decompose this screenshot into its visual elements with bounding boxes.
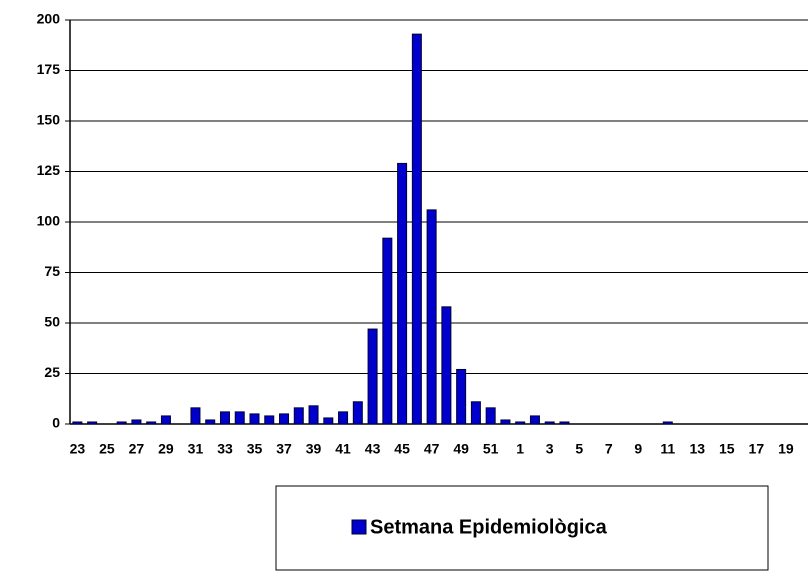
- bar: [544, 421, 555, 425]
- x-tick-label: 49: [453, 441, 469, 457]
- bar: [559, 421, 570, 425]
- legend: Setmana Epidemiològica: [275, 485, 769, 571]
- x-tick-label: 1: [516, 441, 524, 457]
- x-tick-label: 27: [129, 441, 145, 457]
- x-tick-label: 43: [365, 441, 381, 457]
- x-tick-label: 15: [719, 441, 735, 457]
- x-tick-label: 11: [660, 441, 675, 457]
- bar: [264, 415, 275, 425]
- bar: [367, 328, 378, 425]
- y-tick-label: 75: [44, 263, 60, 279]
- bar: [205, 419, 216, 425]
- bar: [279, 413, 290, 425]
- x-tick-label: 9: [634, 441, 642, 457]
- bar: [160, 415, 171, 425]
- bar: [72, 421, 83, 425]
- x-tick-label: 19: [778, 441, 794, 457]
- bar: [116, 421, 127, 425]
- bar: [190, 407, 201, 425]
- bar: [293, 407, 304, 425]
- y-tick-label: 200: [37, 11, 61, 27]
- bar: [352, 401, 363, 425]
- x-tick-label: 3: [546, 441, 554, 457]
- y-tick-label: 25: [44, 364, 60, 380]
- bar: [131, 419, 142, 425]
- x-tick-label: 41: [335, 441, 351, 457]
- bar: [456, 368, 467, 425]
- bar: [323, 417, 334, 425]
- bar: [470, 401, 481, 425]
- bar: [662, 421, 673, 425]
- bar: [146, 421, 157, 425]
- bar: [219, 411, 230, 425]
- x-tick-label: 13: [690, 441, 706, 457]
- y-tick-label: 50: [44, 314, 60, 330]
- bar: [529, 415, 540, 425]
- x-tick-label: 37: [276, 441, 292, 457]
- x-tick-label: 35: [247, 441, 263, 457]
- x-tick-label: 7: [605, 441, 613, 457]
- bar: [500, 419, 511, 425]
- bar: [234, 411, 245, 425]
- x-tick-label: 31: [188, 441, 204, 457]
- bar: [411, 33, 422, 425]
- x-tick-label: 45: [394, 441, 410, 457]
- x-tick-label: 29: [158, 441, 174, 457]
- bar: [397, 162, 408, 425]
- y-tick-label: 150: [37, 112, 61, 128]
- y-tick-label: 100: [37, 213, 61, 229]
- legend-swatch: [351, 519, 367, 535]
- bar: [338, 411, 349, 425]
- bar: [515, 421, 526, 425]
- y-tick-label: 0: [52, 415, 60, 431]
- bar: [249, 413, 260, 425]
- bar: [441, 306, 452, 425]
- bar: [87, 421, 98, 425]
- bar: [382, 237, 393, 425]
- y-tick-label: 175: [37, 61, 61, 77]
- y-tick-label: 125: [37, 162, 61, 178]
- bar: [485, 407, 496, 425]
- x-tick-label: 23: [70, 441, 86, 457]
- legend-label: Setmana Epidemiològica: [370, 516, 608, 538]
- x-tick-label: 5: [575, 441, 583, 457]
- x-tick-label: 33: [217, 441, 233, 457]
- x-tick-label: 47: [424, 441, 440, 457]
- bar: [426, 209, 437, 425]
- bar: [308, 405, 319, 425]
- x-tick-label: 25: [99, 441, 115, 457]
- x-tick-label: 51: [483, 441, 499, 457]
- x-tick-label: 39: [306, 441, 322, 457]
- x-tick-label: 17: [749, 441, 765, 457]
